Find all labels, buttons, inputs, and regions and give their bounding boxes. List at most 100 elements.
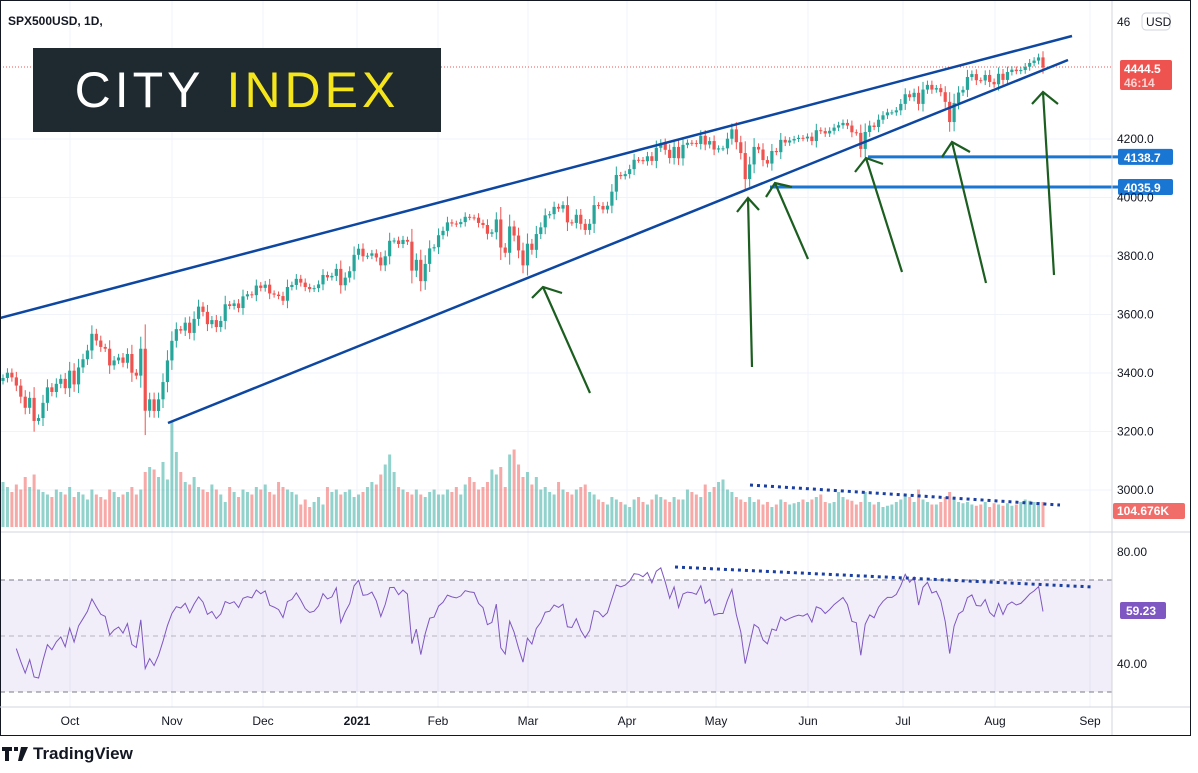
volume-bar: [957, 502, 961, 527]
candle-body: [663, 143, 667, 150]
candle-body: [925, 84, 930, 90]
candle-body: [628, 169, 632, 175]
candle-body: [41, 402, 45, 419]
candle-body: [85, 350, 90, 360]
volume-bar: [819, 494, 823, 527]
volume-bar: [645, 504, 649, 527]
volume-bar: [499, 467, 503, 527]
volume-bar: [868, 502, 872, 527]
volume-bar: [19, 489, 23, 527]
candle-body: [339, 268, 343, 286]
time-tick-label: Jul: [895, 714, 910, 728]
volume-bar: [628, 507, 632, 527]
volume-bar: [552, 494, 556, 527]
candle-body: [574, 214, 578, 223]
volume-bar: [1014, 504, 1018, 527]
volume-bar: [348, 489, 352, 527]
candle-body: [725, 138, 730, 149]
volume-bar: [917, 489, 921, 527]
candle-body: [654, 147, 658, 161]
candle-body: [748, 164, 752, 180]
volume-bar: [677, 499, 681, 527]
volume-bar: [219, 494, 223, 527]
candle-body: [50, 387, 54, 393]
volume-bar: [312, 502, 316, 527]
volume-bar: [783, 502, 787, 527]
volume-bar: [232, 492, 236, 527]
volume-bar: [223, 502, 227, 527]
upper-trendline[interactable]: [0, 34, 1073, 320]
time-tick-label: Apr: [618, 714, 637, 728]
candle-body: [939, 88, 943, 93]
volume-bar: [614, 499, 618, 527]
volume-bar: [690, 492, 694, 527]
volume-bar: [997, 504, 1001, 527]
volume-bar: [503, 487, 507, 527]
candle-body: [672, 146, 676, 159]
volume-bar: [143, 472, 147, 527]
volume-bar: [339, 494, 343, 527]
volume-bar: [939, 502, 943, 527]
volume-bar: [237, 497, 241, 527]
volume-bar: [908, 497, 912, 527]
candle-body: [872, 125, 876, 128]
chart-frame: [0, 0, 1191, 736]
candle-body: [405, 239, 410, 242]
volume-bar: [352, 497, 356, 527]
volume-bar: [743, 502, 747, 527]
volume-bar: [94, 494, 98, 527]
volume-bar: [810, 499, 814, 527]
candle-body: [854, 132, 858, 134]
candle-body: [783, 139, 787, 143]
candle-body: [5, 372, 10, 378]
candle-body: [276, 294, 281, 297]
candle-body: [734, 129, 738, 143]
candle-body: [948, 101, 952, 123]
volume-bar: [832, 502, 836, 527]
volume-bar: [63, 494, 67, 527]
lower-trendline[interactable]: [167, 58, 1069, 425]
volume-bar: [90, 489, 94, 527]
arrow-icon: [736, 196, 760, 368]
candle-body: [859, 132, 863, 149]
last-price-badge: [1120, 60, 1172, 90]
candle-body: [99, 340, 103, 347]
volume-bar: [161, 462, 165, 527]
volume-bar: [454, 487, 458, 527]
arrow-icon: [765, 181, 810, 260]
candle-body: [103, 346, 107, 349]
candle-body: [108, 348, 112, 366]
volume-bar: [739, 499, 743, 527]
volume-bar: [659, 497, 663, 527]
candle-body: [641, 160, 645, 162]
candle-body: [623, 174, 627, 177]
tradingview-brand: TradingView: [2, 744, 133, 764]
rsi-line: [15, 566, 1044, 679]
candle-body: [685, 142, 690, 145]
volume-bar: [521, 477, 525, 527]
volume-bar: [357, 494, 361, 527]
tradingview-logo-icon: [2, 747, 28, 761]
volume-bar: [534, 477, 538, 527]
candle-body: [716, 148, 721, 150]
volume-bar: [610, 497, 614, 527]
candle-body: [365, 255, 370, 257]
volume-bar: [717, 482, 721, 527]
volume-bar: [472, 482, 476, 527]
price-tick-label: 3000.0: [1117, 483, 1154, 497]
candle-body: [445, 222, 450, 231]
volume-bar: [565, 492, 569, 527]
volume-bar: [814, 497, 818, 527]
candle-body: [516, 235, 521, 251]
candle-body: [294, 278, 298, 285]
volume-bar: [99, 497, 103, 527]
volume-bar: [23, 477, 27, 527]
rsi-pane: [0, 531, 1190, 693]
volume-bar: [761, 504, 765, 527]
candle-body: [334, 268, 338, 276]
candle-body: [908, 94, 912, 98]
volume-bar: [28, 487, 32, 527]
candle-body: [890, 112, 894, 114]
candle-body: [979, 80, 983, 82]
